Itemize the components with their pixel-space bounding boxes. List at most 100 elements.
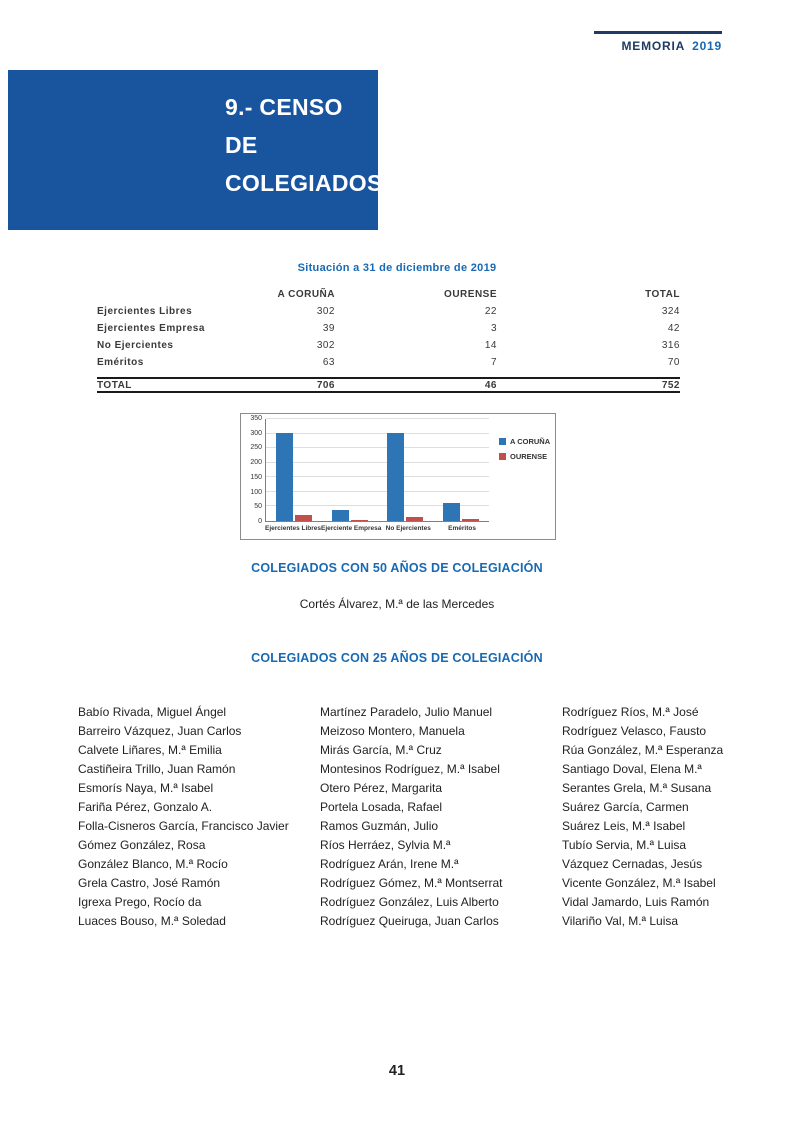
member-name: Ríos Herráez, Sylvia M.ª (320, 838, 451, 852)
bar-ourense (406, 516, 424, 521)
member-name: Suárez García, Carmen (562, 800, 689, 814)
row-value: 63 (322, 357, 335, 368)
table-caption: Situación a 31 de diciembre de 2019 (297, 262, 497, 274)
section-title-line2: COLEGIADOS (225, 170, 383, 196)
member-name: Babío Rivada, Miguel Ángel (78, 705, 227, 719)
member-name: Portela Losada, Rafael (320, 800, 443, 814)
member-name: Rodríguez Arán, Irene M.ª (320, 857, 459, 871)
row-value: 7 (490, 357, 497, 368)
y-tick-label: 50 (254, 503, 262, 511)
chart-legend: A CORUÑA OURENSE (489, 419, 551, 522)
section-title-line1: 9.- CENSO DE (225, 94, 343, 158)
y-tick-label: 0 (258, 518, 262, 525)
member-name: Ramos Guzmán, Julio (320, 819, 439, 833)
y-tick-label: 100 (250, 488, 262, 496)
member-name: Castiñeira Trillo, Juan Ramón (78, 762, 236, 776)
row-label: Ejercientes Empresa (97, 323, 205, 334)
gridline (266, 461, 489, 463)
member-name: Rodríguez Queiruga, Juan Carlos (320, 914, 499, 928)
member-name: Tubío Servia, M.ª Luisa (562, 838, 687, 852)
y-tick-label: 250 (250, 444, 262, 452)
total-value: 46 (484, 379, 497, 391)
legend-item: OURENSE (499, 452, 551, 461)
row-value: 70 (667, 357, 680, 368)
member-name: Gómez González, Rosa (78, 838, 206, 852)
member-name: Calvete Liñares, M.ª Emilia (78, 743, 222, 757)
gridline (266, 447, 489, 449)
member-name: Igrexa Prego, Rocío da (78, 895, 202, 909)
bar-group (387, 419, 424, 521)
header-text: MEMORIA 2019 (594, 39, 722, 53)
member-name: Vicente González, M.ª Isabel (562, 876, 716, 890)
table-row: Ejercientes Libres 302 22 324 (97, 303, 680, 320)
gridline (266, 490, 489, 492)
names-column-3: Rodríguez Ríos, M.ª José Rodríguez Velas… (562, 703, 794, 931)
member-name: Montesinos Rodríguez, M.ª Isabel (320, 762, 500, 776)
member-name: Rúa González, M.ª Esperanza (562, 743, 724, 757)
gridline (266, 505, 489, 507)
y-tick-label: 200 (250, 459, 262, 467)
total-label: TOTAL (97, 379, 132, 391)
member-name: Grela Castro, José Ramón (78, 876, 221, 890)
member-name: Serantes Grela, M.ª Susana (562, 781, 712, 795)
member-name: Rodríguez González, Luis Alberto (320, 895, 499, 909)
row-value: 324 (661, 306, 680, 317)
row-value: 3 (490, 323, 497, 334)
names-column-2: Martínez Paradelo, Julio Manuel Meizoso … (320, 703, 562, 931)
member-name: Suárez Leis, M.ª Isabel (562, 819, 686, 833)
bar-a-coru-a (387, 433, 405, 521)
year-label: 2019 (692, 39, 722, 53)
member-name: González Blanco, M.ª Rocío (78, 857, 228, 871)
member-name: Vilariño Val, M.ª Luisa (562, 914, 679, 928)
member-name: Otero Pérez, Margarita (320, 781, 443, 795)
total-value: 752 (661, 379, 680, 391)
row-value: 14 (484, 340, 497, 351)
page-header: MEMORIA 2019 (594, 31, 722, 53)
member-name: Barreiro Vázquez, Juan Carlos (78, 724, 242, 738)
row-label: No Ejercientes (97, 340, 174, 351)
names-column-1: Babío Rivada, Miguel Ángel Barreiro Vázq… (78, 703, 320, 931)
heading-25-years: COLEGIADOS CON 25 AÑOS DE COLEGIACIÓN (251, 651, 543, 665)
member-name: Rodríguez Gómez, M.ª Montserrat (320, 876, 503, 890)
member-name: Esmorís Naya, M.ª Isabel (78, 781, 214, 795)
chart-grid: 0 50 100 150 200 250 300 350 A CORUÑA OURENSE Ej… (245, 415, 551, 537)
x-tick-label: Ejerciente Empresa (321, 525, 382, 532)
chart-plot (265, 418, 489, 522)
bar-ourense (294, 514, 312, 521)
census-bar-chart: 0 50 100 150 200 250 300 350 A CORUÑA OURENSE Ej… (240, 413, 556, 540)
member-name: Folla-Cisneros García, Francisco Javier (78, 819, 289, 833)
bar-ourense (462, 518, 480, 521)
member-name: Rodríguez Velasco, Fausto (562, 724, 707, 738)
member-name: Martínez Paradelo, Julio Manuel (320, 705, 493, 719)
bar-group (331, 419, 368, 521)
y-tick-label: 350 (250, 415, 262, 422)
legend-swatch (499, 453, 506, 460)
row-label: Ejercientes Libres (97, 306, 193, 317)
section-title-box: 9.- CENSO DE COLEGIADOS (8, 70, 383, 230)
x-tick-label: Eméritos (448, 525, 476, 532)
row-value: 39 (322, 323, 335, 334)
chart-x-labels: Ejercientes Libres Ejerciente Empresa No E… (265, 522, 489, 537)
bar-a-coru-a (275, 433, 293, 521)
x-tick-label: Ejercientes Libres (265, 525, 321, 532)
member-name-50: Cortés Álvarez, M.ª de las Mercedes (299, 597, 495, 611)
header-rule (594, 31, 722, 34)
row-value: 302 (316, 340, 335, 351)
legend-item: A CORUÑA (499, 437, 551, 446)
table-header-total: TOTAL (645, 289, 680, 300)
bar-group (275, 419, 312, 521)
row-value: 316 (661, 340, 680, 351)
y-tick-label: 150 (250, 473, 262, 481)
member-name: Vidal Jamardo, Luis Ramón (562, 895, 710, 909)
table-row: No Ejercientes 302 14 316 (97, 337, 680, 354)
member-name: Vázquez Cernadas, Jesús (562, 857, 703, 871)
legend-label: A CORUÑA (510, 437, 551, 446)
table-header-ourense: OURENSE (444, 289, 497, 300)
table-total-row: TOTAL 706 46 752 (97, 377, 680, 393)
row-value: 22 (484, 306, 497, 317)
table-row: Eméritos 63 7 70 (97, 354, 680, 371)
table-header-coruna: A CORUÑA (277, 289, 335, 300)
page-number: 41 (388, 1063, 406, 1079)
member-name: Luaces Bouso, M.ª Soledad (78, 914, 226, 928)
